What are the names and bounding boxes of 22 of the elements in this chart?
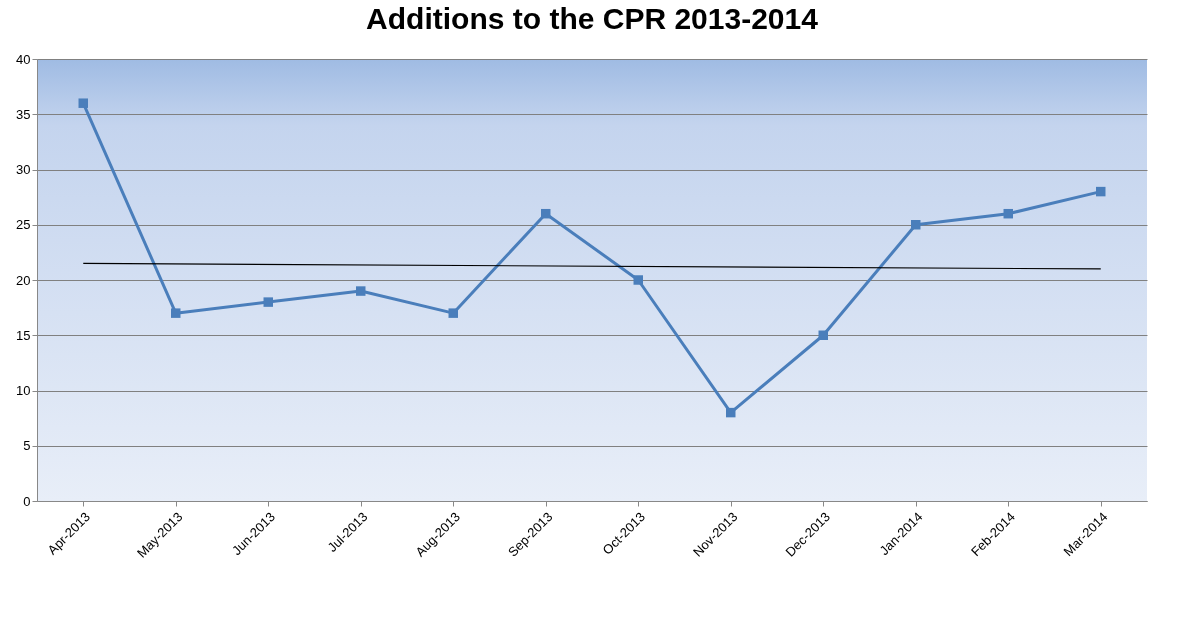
y-tick-label: 30	[16, 162, 31, 177]
point	[171, 308, 181, 318]
y-tick-label: 25	[16, 217, 31, 233]
point	[78, 98, 88, 108]
y-tick-label: 5	[23, 438, 31, 454]
chart-title: Additions to the CPR 2013-2014	[366, 2, 819, 35]
point	[911, 220, 921, 230]
point	[1096, 186, 1106, 197]
point	[356, 286, 366, 296]
point	[448, 308, 458, 318]
y-tick-label: 40	[16, 51, 31, 67]
y-tick-label: 20	[16, 272, 31, 288]
point	[263, 297, 273, 307]
y-tick-label: 0	[23, 493, 31, 509]
point	[818, 330, 828, 340]
point	[541, 208, 551, 219]
point	[726, 407, 736, 418]
y-tick-label: 15	[16, 327, 31, 343]
point	[1003, 208, 1013, 219]
point	[633, 275, 643, 285]
y-tick-label: 35	[16, 106, 31, 122]
y-tick-label: 10	[16, 383, 31, 398]
